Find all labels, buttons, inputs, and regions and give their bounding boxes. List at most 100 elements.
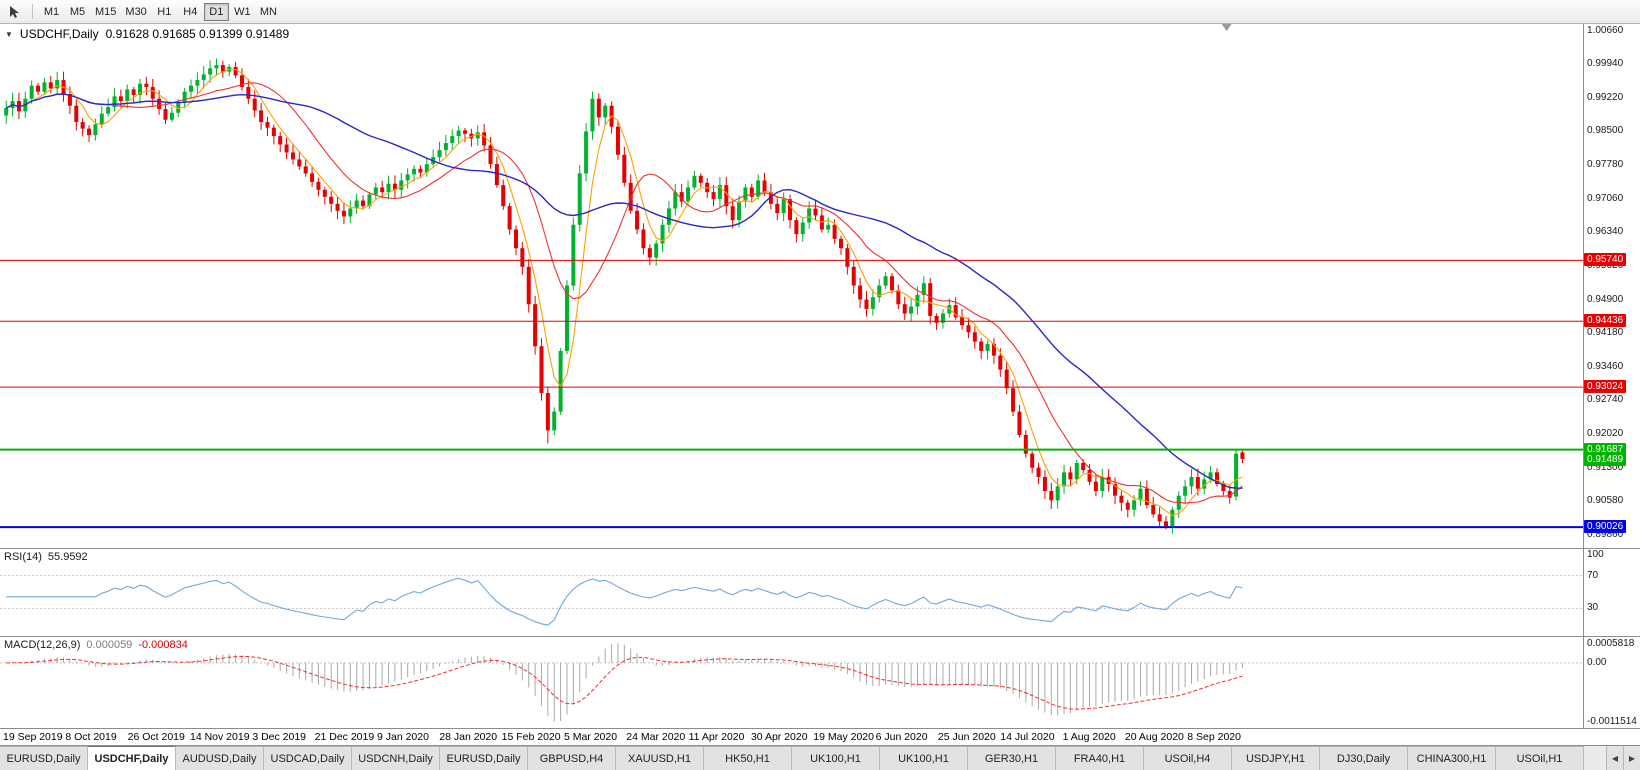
rsi-scale: 100 70 30 [1583,549,1640,636]
time-axis-label: 21 Dec 2019 [314,731,375,743]
chart-tab-usdjpy-h1[interactable]: USDJPY,H1 [1232,746,1320,770]
chart-tab-uk100-h1[interactable]: UK100,H1 [792,746,880,770]
time-axis-label: 14 Jul 2020 [1000,731,1055,743]
price-scale-label: 0.99220 [1587,91,1624,103]
chart-tab-fra40-h1[interactable]: FRA40,H1 [1056,746,1144,770]
time-axis-label: 15 Feb 2020 [501,731,561,743]
symbol-dropdown-icon[interactable]: ▼ [5,29,13,39]
chart-tab-xauusd-h1[interactable]: XAUUSD,H1 [616,746,704,770]
time-axis-label: 28 Jan 2020 [439,731,498,743]
price-scale-label: 0.96340 [1587,226,1624,238]
time-axis-label: 8 Oct 2019 [65,731,117,743]
price-scale-label: 0.92020 [1587,428,1624,440]
level-price-tag: 0.94436 [1584,314,1627,328]
chart-tab-uk100-h1[interactable]: UK100,H1 [880,746,968,770]
rsi-scale-label: 70 [1587,569,1599,581]
macd-indicator-pane[interactable]: 0.0005818 0.00 -0.0011514 MACD(12,26,9) 0.… [0,637,1640,729]
timeframe-button-m30[interactable]: M30 [125,5,147,18]
tab-scroll-controls: ◀ ▶ [1606,746,1640,770]
rsi-header: RSI(14) 55.9592 [4,551,88,563]
level-price-tag: 0.95740 [1584,253,1627,267]
current-price-tag: 0.91489 [1584,452,1627,466]
candlestick-series [4,58,1245,534]
chart-tab-eurusd-daily[interactable]: EURUSD,Daily [440,746,528,770]
price-scale-label: 0.89860 [1587,528,1624,540]
time-axis-label: 26 Oct 2019 [127,731,185,743]
level-price-tag: 0.90026 [1584,520,1627,534]
time-axis-label: 3 Dec 2019 [252,731,307,743]
chart-tab-gbpusd-h4[interactable]: GBPUSD,H4 [528,746,616,770]
tabs-scroll-left-button[interactable]: ◀ [1606,746,1623,770]
rsi-scale-label: 30 [1587,602,1599,614]
macd-signal-value: -0.000834 [138,639,188,651]
chart-tab-china300-h1[interactable]: CHINA300,H1 [1408,746,1496,770]
price-chart-canvas [0,24,1583,534]
rsi-canvas [0,575,1583,626]
moving-average-line-5 [5,68,1243,516]
price-chart-pane[interactable]: 1.00660 0.99940 0.99220 0.98500 0.97780 0.970… [0,24,1640,549]
chart-tab-dj30-daily[interactable]: DJ30,Daily [1320,746,1408,770]
chart-tab-usdchf-daily[interactable]: USDCHF,Daily [88,746,176,770]
price-scale-label: 0.91300 [1587,461,1624,473]
chart-tab-hk50-h1[interactable]: HK50,H1 [704,746,792,770]
macd-scale-label: 0.00 [1587,656,1607,668]
level-price-tag: 0.93024 [1584,380,1627,394]
time-axis-label: 30 Apr 2020 [750,731,808,743]
toolbar-separator [32,4,33,19]
price-scale-label: 1.00660 [1587,24,1624,36]
macd-histogram [12,643,1243,722]
price-scale-label: 0.97780 [1587,159,1624,171]
time-axis[interactable]: 19 Sep 2019 8 Oct 2019 26 Oct 2019 14 Nov 2… [0,729,1640,746]
time-axis-label: 11 Apr 2020 [688,731,745,743]
timeframe-button-h1[interactable]: H1 [157,5,172,18]
price-scale-label: 0.92740 [1587,394,1624,406]
chart-tab-eurusd-daily[interactable]: EURUSD,Daily [0,746,88,770]
chart-tab-audusd-daily[interactable]: AUDUSD,Daily [176,746,264,770]
time-axis-label: 1 Aug 2020 [1062,731,1116,743]
chart-tab-bar: EURUSD,Daily USDCHF,Daily AUDUSD,Daily USDC… [0,746,1640,770]
price-scale-label: 0.94900 [1587,293,1624,305]
macd-canvas [0,643,1583,722]
timeframe-button-mn[interactable]: MN [259,5,277,18]
chart-tab-usoil-h4[interactable]: USOil,H4 [1144,746,1232,770]
timeframe-buttons: M1 M5 M15 M30 H1 H4 D1 W1 MN [39,2,281,21]
timeframe-button-m5[interactable]: M5 [69,5,86,18]
macd-scale-label: -0.0011514 [1587,716,1637,727]
time-axis-label: 14 Nov 2019 [189,731,250,743]
chart-tab-ger30-h1[interactable]: GER30,H1 [968,746,1056,770]
tabs-scroll-right-button[interactable]: ▶ [1623,746,1640,770]
macd-plot[interactable] [0,637,1583,728]
time-axis-label: 20 Aug 2020 [1124,731,1184,743]
time-axis-label: 19 Sep 2019 [3,731,63,743]
rsi-indicator-pane[interactable]: 100 70 30 RSI(14) 55.9592 [0,549,1640,637]
rsi-scale-label: 100 [1587,549,1604,560]
chart-tab-usdcad-daily[interactable]: USDCAD,Daily [264,746,352,770]
time-axis-label: 19 May 2020 [813,731,874,743]
chart-shift-marker[interactable] [1221,24,1232,31]
time-axis-label: 6 Jun 2020 [875,731,928,743]
chart-tabs: EURUSD,Daily USDCHF,Daily AUDUSD,Daily USDC… [0,746,1606,770]
chart-tab-usoil-h1[interactable]: USOil,H1 [1496,746,1584,770]
time-axis-label: 25 Jun 2020 [937,731,996,743]
chart-tab-usdcnh-daily[interactable]: USDCNH,Daily [352,746,440,770]
price-chart-plot[interactable] [0,24,1583,548]
rsi-plot[interactable] [0,549,1583,636]
timeframe-button-w1[interactable]: W1 [234,5,251,18]
timeframe-button-d1[interactable]: D1 [203,2,229,21]
timeframe-button-h4[interactable]: H4 [183,5,198,18]
price-scale[interactable]: 1.00660 0.99940 0.99220 0.98500 0.97780 0.970… [1583,24,1640,548]
price-scale-label: 0.94180 [1587,327,1624,339]
timeframe-button-m15[interactable]: M15 [95,5,117,18]
chart-cursor-icon[interactable] [4,3,26,21]
time-axis-label: 24 Mar 2020 [626,731,686,743]
moving-average-line-13 [5,82,1243,504]
timeframe-button-m1[interactable]: M1 [43,5,60,18]
price-scale-label: 0.97060 [1587,192,1624,204]
macd-title: MACD(12,26,9) [4,639,81,651]
moving-average-line-34 [5,93,1243,489]
chart-symbol-label: USDCHF,Daily [19,27,99,41]
rsi-title: RSI(14) [4,551,42,563]
price-scale-label: 0.98500 [1587,125,1624,137]
macd-header: MACD(12,26,9) 0.000059 -0.000834 [4,639,188,651]
